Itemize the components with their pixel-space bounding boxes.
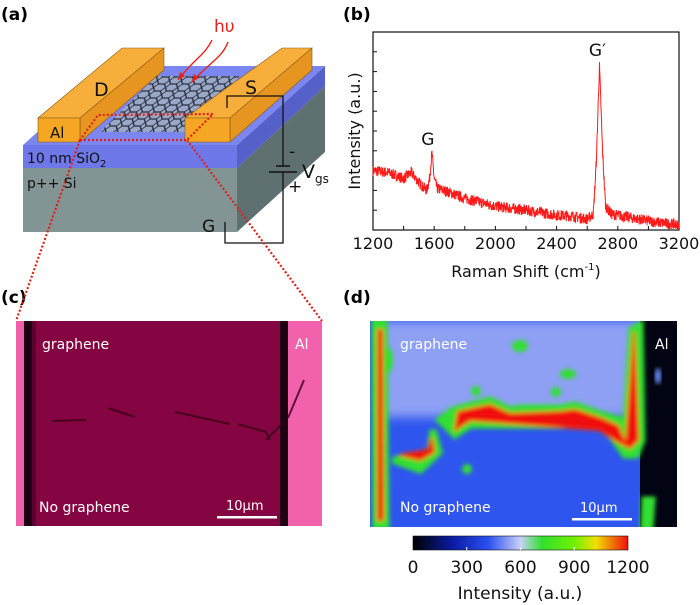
green-spot bbox=[462, 464, 472, 474]
plot-frame bbox=[372, 31, 680, 231]
al-region bbox=[640, 321, 677, 527]
x-tick-label: 1200 bbox=[353, 234, 394, 253]
peak-label-g: G bbox=[421, 130, 434, 150]
substrate-front bbox=[23, 168, 237, 232]
panel-label-c: (c) bbox=[1, 288, 27, 308]
device-schematic: hυ D S Al 10 nm SiO2 p++ Si - + Vgs G bbox=[14, 17, 329, 322]
zoom-line-right bbox=[186, 139, 323, 322]
left-electrode-edge bbox=[16, 321, 24, 526]
raman-spectrum-chart: 1200 1600 2000 2400 2800 3200 G G′ Intensity … bbox=[345, 31, 700, 281]
colorbar-tick-label: 600 bbox=[504, 558, 536, 578]
y-axis-label: Intensity (a.u.) bbox=[345, 72, 364, 189]
gate-label: G bbox=[202, 217, 215, 237]
green-spot bbox=[512, 340, 528, 352]
peak-label-g-prime: G′ bbox=[589, 41, 606, 61]
scale-bar-label: 10μm bbox=[226, 499, 263, 514]
channel-region bbox=[16, 321, 322, 526]
source-front bbox=[184, 117, 231, 143]
green-spot bbox=[560, 369, 576, 379]
green-spot bbox=[551, 387, 561, 397]
graphene-wrinkle bbox=[51, 379, 305, 441]
left-gap bbox=[24, 321, 32, 526]
x-tick-label: 2800 bbox=[597, 234, 638, 253]
oxide-label: 10 nm SiO2 bbox=[27, 151, 106, 170]
no-graphene-label: No graphene bbox=[39, 500, 130, 516]
right-gap bbox=[280, 321, 288, 526]
red-core bbox=[377, 329, 640, 521]
al-label: Al bbox=[295, 337, 308, 353]
x-tick-label: 2400 bbox=[536, 234, 577, 253]
circuit-wire-bottom bbox=[224, 172, 284, 244]
al-label: Al bbox=[655, 337, 668, 353]
scale-bar bbox=[217, 516, 277, 519]
x-tick-label: 2000 bbox=[475, 234, 516, 253]
left-gap-shadow bbox=[32, 321, 36, 526]
panel-label-d: (d) bbox=[343, 288, 371, 308]
arrowhead-icon bbox=[192, 74, 199, 82]
no-graphene-label: No graphene bbox=[400, 500, 491, 516]
source-label: S bbox=[245, 77, 257, 99]
panel-label-a: (a) bbox=[1, 5, 28, 25]
map-feature bbox=[655, 368, 661, 384]
x-tick-label: 3200 bbox=[659, 234, 700, 253]
x-tick-label: 1600 bbox=[414, 234, 455, 253]
electrode-material-label: Al bbox=[50, 124, 64, 142]
green-spot bbox=[385, 348, 393, 372]
graphene-label: graphene bbox=[400, 337, 467, 353]
minus-label: - bbox=[289, 142, 295, 162]
substrate-side bbox=[237, 86, 325, 232]
colorbar-tick-label: 1200 bbox=[606, 558, 649, 578]
oxide-front bbox=[23, 145, 237, 168]
oxide-side bbox=[237, 66, 325, 168]
raman-intensity-map: graphene Al No graphene 10μm 0 300 600 900 1… bbox=[370, 321, 677, 604]
zoom-region-outline bbox=[77, 112, 216, 142]
photon-label: hυ bbox=[214, 17, 235, 37]
colorbar-tick-label: 300 bbox=[451, 558, 483, 578]
drain-label: D bbox=[94, 79, 109, 101]
x-axis-label: Raman Shift (cm-1) bbox=[451, 262, 601, 281]
circuit-wire-top bbox=[226, 95, 284, 166]
colorbar-label: Intensity (a.u.) bbox=[458, 584, 583, 604]
arrowhead-icon bbox=[178, 72, 185, 80]
scale-bar-label: 10μm bbox=[580, 501, 617, 516]
gate-voltage-label: Vgs bbox=[302, 161, 329, 186]
green-spot bbox=[471, 386, 481, 396]
plus-label: + bbox=[288, 177, 302, 197]
colorbar-tick-label: 900 bbox=[558, 558, 590, 578]
optical-image: graphene Al No graphene 10μm bbox=[16, 321, 322, 526]
al-electrode bbox=[288, 321, 322, 526]
graphene-region bbox=[380, 321, 642, 417]
spectrum-line bbox=[372, 62, 680, 230]
high-intensity-features bbox=[371, 321, 656, 527]
graphene-sheet bbox=[100, 76, 240, 132]
substrate-label: p++ Si bbox=[27, 176, 77, 192]
graphene-label: graphene bbox=[42, 337, 109, 353]
scale-bar bbox=[572, 518, 632, 521]
panel-label-b: (b) bbox=[343, 5, 371, 25]
colorbar-tick-label: 0 bbox=[408, 558, 419, 578]
